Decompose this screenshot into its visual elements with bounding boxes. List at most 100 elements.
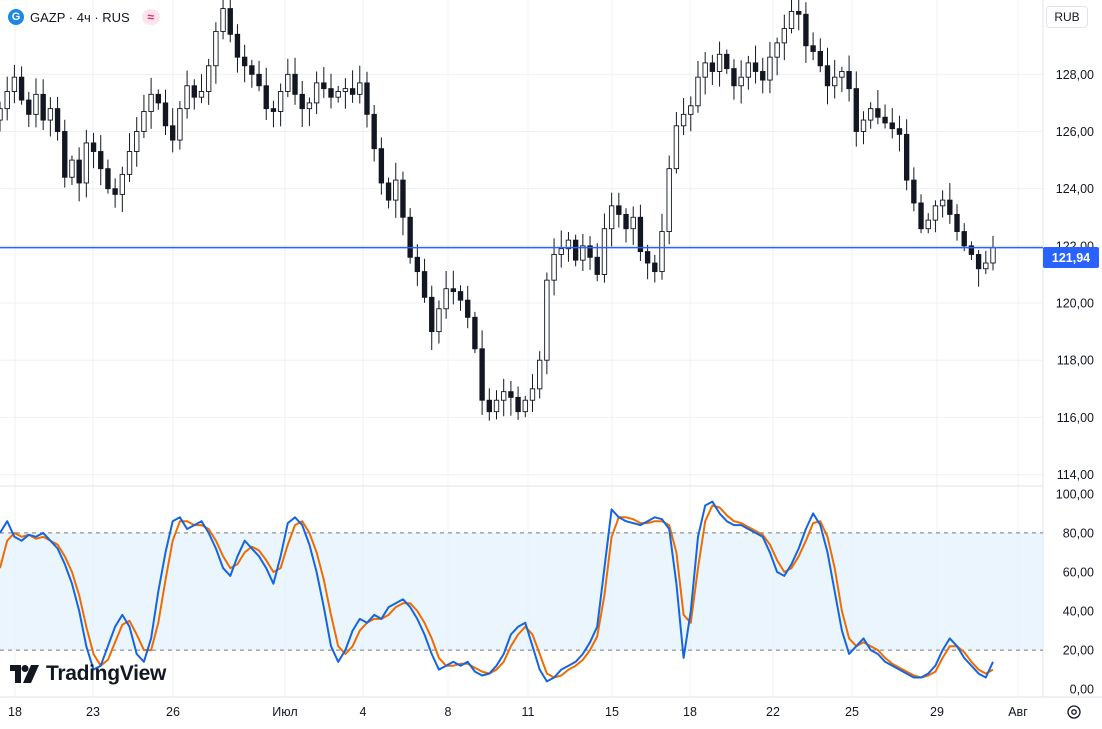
- settings-button[interactable]: [1064, 702, 1084, 722]
- candle-down: [918, 202, 924, 230]
- candle-up: [832, 76, 838, 87]
- candle-up: [33, 93, 39, 115]
- candle-up: [11, 76, 18, 92]
- candle-down: [587, 245, 593, 258]
- candle-up: [738, 76, 744, 87]
- candle-up: [990, 247, 996, 264]
- candle-down: [709, 62, 716, 72]
- candle-up: [126, 151, 133, 175]
- candle-down: [637, 216, 644, 253]
- candle-down: [515, 396, 521, 413]
- candle-down: [724, 53, 730, 70]
- candle-down: [241, 56, 248, 67]
- candle-up: [608, 205, 615, 230]
- candle-down: [947, 199, 953, 215]
- candle-down: [263, 85, 269, 110]
- stoch-tick-label: 60,00: [1063, 565, 1094, 579]
- candle-down: [321, 82, 327, 90]
- candle-up: [529, 388, 536, 401]
- candle-down: [760, 71, 766, 81]
- candle-up: [69, 159, 75, 178]
- candle-up: [939, 199, 946, 207]
- candle-up: [688, 105, 694, 115]
- time-axis-label: 29: [930, 705, 944, 719]
- candle-down: [191, 85, 197, 98]
- candle-up: [313, 82, 320, 104]
- stoch-tick-label: 20,00: [1063, 644, 1094, 658]
- candle-down: [954, 213, 960, 233]
- candle-up: [119, 173, 126, 195]
- candle-down: [155, 93, 161, 104]
- candle-up: [544, 279, 550, 361]
- candle-down: [62, 131, 68, 178]
- candle-down: [270, 108, 277, 112]
- candle-up: [522, 399, 528, 413]
- price-axis[interactable]: 114,00116,00118,00120,00122,00124,00126,…: [1056, 68, 1094, 482]
- symbol-title[interactable]: GAZP · 4ч · RUS: [30, 9, 130, 25]
- stoch-tick-label: 0,00: [1070, 683, 1094, 697]
- candle-down: [371, 113, 377, 150]
- candle-up: [134, 131, 140, 152]
- candle-down: [846, 71, 852, 90]
- price-tick-label: 120,00: [1056, 297, 1094, 311]
- candle-down: [961, 231, 967, 247]
- candle-down: [40, 93, 46, 121]
- price-tick-label: 124,00: [1056, 182, 1094, 196]
- candle-down: [54, 108, 61, 132]
- candle-up: [436, 308, 442, 333]
- candle-down: [328, 88, 334, 98]
- tradingview-logo[interactable]: TradingView: [10, 662, 166, 686]
- last-price-label: 121,94: [1043, 247, 1099, 268]
- candle-up: [551, 253, 557, 281]
- candle-up: [443, 288, 449, 310]
- stoch-tick-label: 40,00: [1063, 605, 1094, 619]
- candle-up: [493, 399, 500, 413]
- candle-up: [47, 108, 54, 121]
- candle-down: [407, 216, 413, 258]
- candle-up: [342, 88, 349, 92]
- candle-down: [227, 8, 233, 35]
- exchange-badge-icon[interactable]: ≈: [141, 9, 160, 25]
- candle-down: [853, 88, 859, 132]
- gear-icon: [1067, 705, 1081, 719]
- candle-up: [781, 28, 788, 44]
- currency-button[interactable]: RUB: [1046, 6, 1088, 28]
- time-axis-label: 11: [522, 705, 535, 719]
- candle-down: [450, 288, 457, 293]
- candle-up: [0, 108, 3, 121]
- candle-down: [465, 299, 471, 318]
- time-axis-label: 15: [605, 705, 619, 719]
- stoch-tick-label: 80,00: [1063, 526, 1094, 540]
- stoch-tick-label: 100,00: [1056, 487, 1094, 501]
- candle-down: [875, 108, 881, 118]
- price-tick-label: 128,00: [1056, 68, 1094, 82]
- stoch-k-line: [0, 500, 994, 683]
- time-axis-label: 8: [445, 705, 452, 719]
- candle-down: [486, 399, 492, 413]
- candle-up: [867, 108, 874, 121]
- candle-up: [213, 30, 219, 67]
- candle-down: [256, 73, 262, 87]
- time-axis-label: 23: [86, 705, 100, 719]
- candle-up: [659, 231, 665, 273]
- stoch-axis[interactable]: 0,00 20,00 40,00 60,00 80,00 100,00: [1056, 487, 1094, 696]
- candle-up: [580, 245, 586, 261]
- candle-up: [4, 91, 10, 110]
- candle-down: [731, 68, 737, 87]
- candle-down: [479, 348, 485, 401]
- candle-up: [745, 62, 752, 78]
- candle-down: [572, 239, 579, 261]
- symbol-legend[interactable]: G GAZP · 4ч · RUS ≈: [8, 7, 160, 27]
- candle-down: [975, 253, 982, 270]
- candle-down: [911, 179, 917, 204]
- stochastic-series: [0, 500, 994, 683]
- candle-down: [378, 148, 385, 184]
- candle-down: [508, 391, 514, 398]
- grid-layer: [0, 0, 1043, 697]
- candle-down: [26, 99, 32, 115]
- time-axis[interactable]: 18 23 26 Июл 4 8 11 15 18 22 25 29 Авг: [0, 696, 1102, 719]
- candle-up: [788, 10, 795, 30]
- time-axis-label: 18: [683, 705, 697, 719]
- candle-up: [695, 76, 701, 107]
